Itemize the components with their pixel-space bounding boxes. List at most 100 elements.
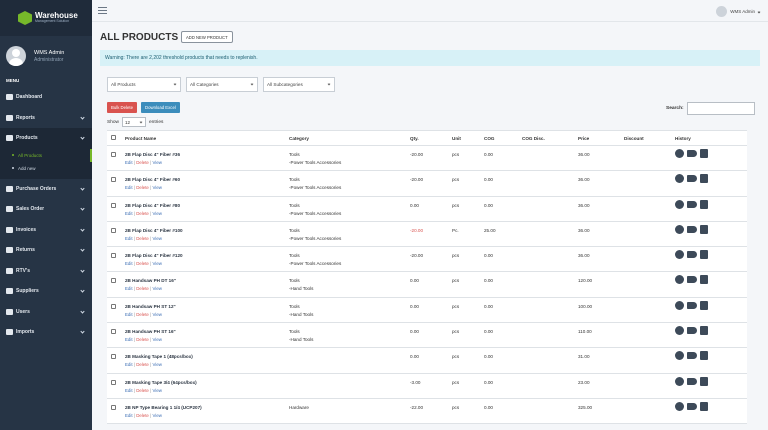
book-icon[interactable] [700,351,708,361]
edit-link[interactable]: Edit [125,412,133,418]
row-checkbox[interactable] [111,177,116,183]
delete-link[interactable]: Delete [136,261,149,267]
history-icon[interactable] [675,401,684,411]
tags-icon[interactable] [687,225,697,233]
edit-link[interactable]: Edit [125,160,133,165]
tags-icon[interactable] [687,150,697,157]
row-checkbox[interactable] [111,404,116,410]
col-history[interactable]: History [675,136,691,141]
view-link[interactable]: View [152,387,162,393]
book-icon[interactable] [700,300,708,310]
view-link[interactable]: View [152,261,162,267]
sidebar-item-invoices[interactable]: Invoices [0,220,92,241]
col-price[interactable]: Price [578,136,590,141]
edit-link[interactable]: Edit [125,185,133,191]
view-link[interactable]: View [152,185,162,191]
history-icon[interactable] [675,300,684,310]
history-icon[interactable] [675,326,684,336]
row-checkbox[interactable] [111,253,116,259]
select-all-checkbox[interactable] [111,135,116,140]
view-link[interactable]: View [152,362,162,368]
col-qty[interactable]: Qty. [410,136,419,141]
view-link[interactable]: View [152,412,162,418]
row-checkbox[interactable] [111,227,116,233]
book-icon[interactable] [700,275,708,285]
add-new-product-button[interactable]: ADD NEW PRODUCT [181,31,233,43]
history-icon[interactable] [675,199,684,209]
delete-link[interactable]: Delete [136,286,149,292]
sidebar-item-imports[interactable]: Imports [0,322,92,343]
row-checkbox[interactable] [111,379,116,385]
tags-icon[interactable] [687,327,697,335]
sidebar-item-products[interactable]: Products [0,128,92,149]
download-excel-button[interactable]: Download Excel [140,102,180,113]
book-icon[interactable] [700,401,708,411]
edit-link[interactable]: Edit [125,235,133,241]
edit-link[interactable]: Edit [125,210,133,216]
sidebar-item-sales-order[interactable]: Sales Order [0,199,92,220]
sidebar-item-dashboard[interactable]: Dashboard [0,87,92,108]
delete-link[interactable]: Delete [136,311,149,317]
products-filter-select[interactable]: All Products [107,77,181,92]
row-checkbox[interactable] [111,303,116,309]
entries-select[interactable]: 12 [122,117,146,127]
tags-icon[interactable] [687,402,697,410]
row-checkbox[interactable] [111,278,116,284]
book-icon[interactable] [700,149,708,158]
col-discount[interactable]: Discount [624,136,644,141]
delete-link[interactable]: Delete [136,337,149,343]
tags-icon[interactable] [687,276,697,284]
view-link[interactable]: View [152,286,162,292]
history-icon[interactable] [675,351,684,361]
edit-link[interactable]: Edit [125,362,133,368]
subcategories-filter-select[interactable]: All Subcategories [263,77,335,92]
book-icon[interactable] [700,326,708,336]
sidebar-item-add-new[interactable]: Add new [0,162,92,175]
col-category[interactable]: Category [289,136,309,141]
categories-filter-select[interactable]: All Categories [186,77,258,92]
topbar-user-menu[interactable]: WMS Admin [716,6,761,17]
edit-link[interactable]: Edit [125,311,133,317]
history-icon[interactable] [675,250,684,260]
sidebar-item-purchase-orders[interactable]: Purchase Orders [0,179,92,200]
tags-icon[interactable] [687,377,697,385]
sidebar-item-returns[interactable]: Returns [0,240,92,261]
history-icon[interactable] [675,149,684,158]
view-link[interactable]: View [152,235,162,241]
tags-icon[interactable] [687,301,697,309]
sidebar-item-reports[interactable]: Reports [0,108,92,129]
book-icon[interactable] [700,224,708,234]
view-link[interactable]: View [152,210,162,216]
search-input[interactable] [686,102,755,115]
sidebar-item-suppliers[interactable]: Suppliers [0,281,92,302]
view-link[interactable]: View [152,337,162,343]
row-checkbox[interactable] [111,329,116,335]
col-unit[interactable]: Unit [452,136,461,141]
edit-link[interactable]: Edit [125,286,133,292]
view-link[interactable]: View [152,160,162,165]
history-icon[interactable] [675,376,684,386]
history-icon[interactable] [675,224,684,234]
edit-link[interactable]: Edit [125,387,133,393]
book-icon[interactable] [700,174,708,184]
row-checkbox[interactable] [111,354,116,360]
tags-icon[interactable] [687,352,697,360]
delete-link[interactable]: Delete [136,160,149,165]
sidebar-item-rtvs[interactable]: RTV's [0,261,92,282]
book-icon[interactable] [700,250,708,260]
delete-link[interactable]: Delete [136,412,149,418]
delete-link[interactable]: Delete [136,362,149,368]
history-icon[interactable] [675,174,684,184]
book-icon[interactable] [700,376,708,386]
book-icon[interactable] [700,199,708,209]
delete-link[interactable]: Delete [136,185,149,191]
hamburger-icon[interactable] [98,7,107,14]
view-link[interactable]: View [152,311,162,317]
sidebar-item-users[interactable]: Users [0,302,92,323]
col-cog-disc[interactable]: COG Disc. [522,136,545,141]
row-checkbox[interactable] [111,152,116,157]
row-checkbox[interactable] [111,202,116,208]
col-product-name[interactable]: Product Name [125,136,157,141]
bulk-delete-button[interactable]: Bulk Delete [107,102,137,113]
delete-link[interactable]: Delete [136,210,149,216]
